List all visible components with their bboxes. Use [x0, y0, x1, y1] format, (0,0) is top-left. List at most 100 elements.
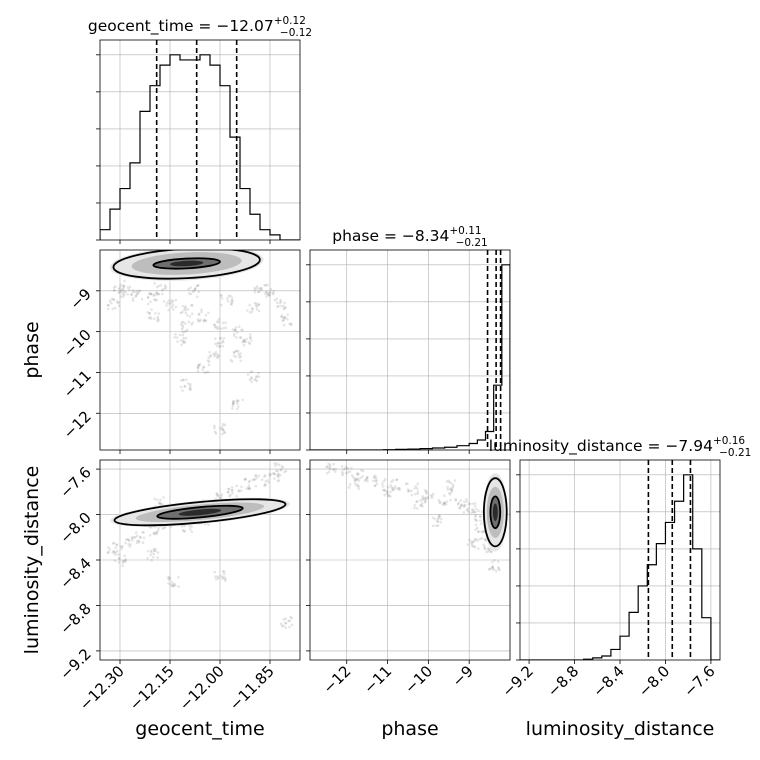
sample-point — [116, 549, 119, 553]
sample-point — [134, 295, 138, 298]
sample-point — [131, 290, 135, 294]
sample-point — [272, 472, 276, 475]
hist-panel-phase — [310, 250, 510, 450]
sample-point — [179, 323, 183, 326]
sample-point — [254, 474, 257, 477]
sample-point — [248, 487, 251, 490]
sample-point — [115, 543, 119, 547]
sample-point — [245, 337, 249, 341]
sample-point — [456, 503, 460, 506]
sample-point — [196, 284, 200, 288]
sample-point — [156, 556, 160, 560]
sample-point — [158, 501, 161, 504]
sample-point — [284, 621, 288, 625]
sample-point — [155, 298, 158, 302]
sample-point — [221, 340, 225, 344]
sample-point — [266, 293, 270, 296]
sample-point — [397, 486, 400, 490]
sample-point — [192, 289, 196, 293]
sample-point — [419, 499, 422, 502]
sample-point — [255, 305, 259, 308]
y-tick-label: −11 — [60, 367, 95, 402]
sample-point — [443, 501, 446, 505]
sample-point — [184, 336, 188, 340]
sample-point — [436, 520, 439, 523]
sample-point — [263, 475, 266, 478]
sample-point — [121, 545, 124, 548]
sample-point — [153, 532, 157, 536]
sample-point — [157, 284, 161, 288]
sample-point — [253, 290, 257, 294]
sample-point — [221, 570, 225, 573]
sample-point — [273, 462, 277, 465]
sample-point — [182, 320, 185, 324]
y-tick-label: −10 — [60, 326, 95, 361]
sample-point — [491, 560, 494, 564]
sample-point — [106, 551, 110, 555]
sample-point — [250, 380, 254, 384]
sample-point — [216, 353, 219, 357]
sample-point — [182, 336, 185, 340]
sample-point — [229, 302, 233, 305]
sample-point — [107, 546, 110, 549]
sample-point — [155, 285, 159, 289]
sample-point — [202, 365, 205, 369]
sample-point — [196, 318, 200, 321]
sample-point — [216, 342, 220, 345]
sample-point — [148, 311, 152, 315]
sample-point — [117, 560, 121, 564]
sample-point — [420, 501, 424, 505]
sample-point — [207, 311, 210, 315]
y-tick-label: −8.8 — [56, 600, 94, 638]
y-tick-label: −12 — [60, 407, 95, 442]
sample-point — [115, 300, 119, 303]
sample-point — [232, 354, 236, 357]
sample-point — [153, 312, 157, 315]
sample-point — [375, 479, 378, 482]
sample-point — [421, 495, 425, 498]
sample-point — [217, 354, 220, 358]
sample-point — [416, 490, 420, 493]
panel-frame — [99, 249, 301, 451]
sample-point — [474, 510, 477, 514]
x-tick-label: −11 — [360, 662, 395, 697]
sample-point — [251, 307, 255, 311]
sample-point — [130, 538, 134, 542]
sample-point — [257, 371, 260, 375]
sample-point — [386, 490, 389, 494]
sample-point — [253, 378, 256, 381]
sample-point — [451, 485, 455, 489]
sample-point — [459, 499, 462, 502]
sample-point — [202, 320, 205, 323]
sample-point — [467, 538, 471, 542]
sample-point — [475, 526, 479, 530]
sample-point — [208, 354, 212, 357]
sample-point — [443, 501, 447, 505]
sample-point — [183, 385, 187, 388]
sample-point — [257, 375, 261, 378]
sample-point — [153, 549, 156, 552]
sample-point — [107, 304, 110, 307]
sample-point — [239, 489, 243, 493]
sample-point — [126, 286, 129, 289]
sample-point — [454, 497, 458, 501]
sample-point — [407, 489, 411, 492]
sample-point — [221, 321, 225, 325]
sample-point — [328, 467, 332, 471]
sample-point — [232, 334, 236, 338]
sample-point — [230, 489, 234, 492]
sample-point — [227, 294, 231, 298]
sample-point — [284, 617, 288, 620]
sample-point — [223, 431, 227, 434]
sample-point — [181, 326, 185, 329]
sample-point — [282, 304, 285, 308]
sample-point — [221, 575, 225, 579]
sample-point — [190, 530, 194, 533]
sample-point — [159, 498, 162, 502]
sample-point — [458, 506, 461, 509]
sample-point — [290, 623, 294, 627]
sample-point — [171, 303, 175, 307]
sample-point — [470, 511, 473, 514]
sample-point — [430, 496, 434, 500]
sample-point — [178, 333, 182, 337]
